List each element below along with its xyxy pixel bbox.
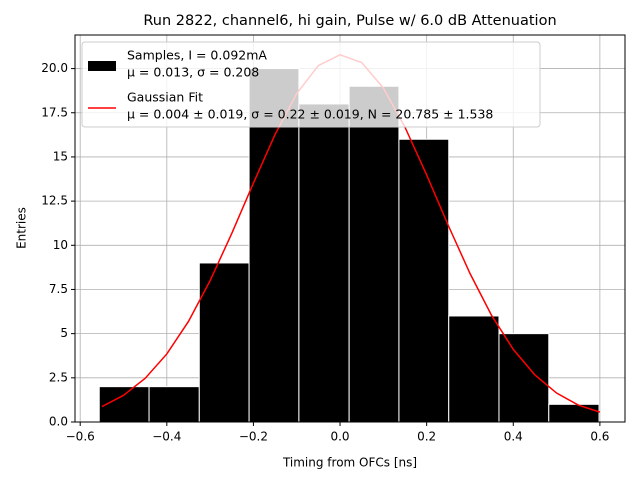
legend-box (81, 41, 541, 128)
y-axis-label: Entries (15, 207, 29, 249)
legend-swatch (88, 61, 116, 71)
histogram-bar (448, 315, 500, 423)
x-tick-label: 0.0 (330, 430, 349, 444)
legend-label: μ = 0.004 ± 0.019, σ = 0.22 ± 0.019, N =… (127, 107, 493, 122)
legend-label: Gaussian Fit (127, 90, 203, 105)
y-tick-label: 5 (60, 326, 68, 340)
histogram-bar (548, 403, 600, 423)
x-tick-label: 0.4 (504, 430, 523, 444)
y-tick-label: 2.5 (49, 370, 68, 384)
x-axis-label: Timing from OFCs [ns] (282, 456, 417, 470)
y-tick-label: 15 (53, 149, 68, 163)
chart-title: Run 2822, channel6, hi gain, Pulse w/ 6.… (143, 13, 556, 29)
histogram-bar (398, 138, 450, 423)
y-tick-label: 0.0 (49, 415, 68, 429)
x-tick-label: −0.4 (152, 430, 181, 444)
y-tick-label: 17.5 (41, 105, 68, 119)
axes-frame (74, 34, 626, 423)
histogram-bar (198, 262, 250, 423)
x-tick-label: −0.2 (239, 430, 268, 444)
legend-label: Samples, I = 0.092mA (127, 48, 267, 63)
y-tick-label: 7.5 (49, 282, 68, 296)
x-tick-label: 0.2 (417, 430, 436, 444)
x-tick-label: −0.6 (66, 430, 95, 444)
histogram-bar (498, 333, 550, 423)
histogram-bar (148, 386, 200, 423)
legend-label: μ = 0.013, σ = 0.208 (127, 65, 259, 80)
x-tick-label: 0.6 (590, 430, 609, 444)
y-tick-label: 12.5 (41, 194, 68, 208)
histogram-bar (298, 103, 350, 423)
histogram-bar (348, 85, 400, 423)
y-tick-label: 10 (53, 238, 68, 252)
y-tick-label: 20.0 (41, 61, 68, 75)
